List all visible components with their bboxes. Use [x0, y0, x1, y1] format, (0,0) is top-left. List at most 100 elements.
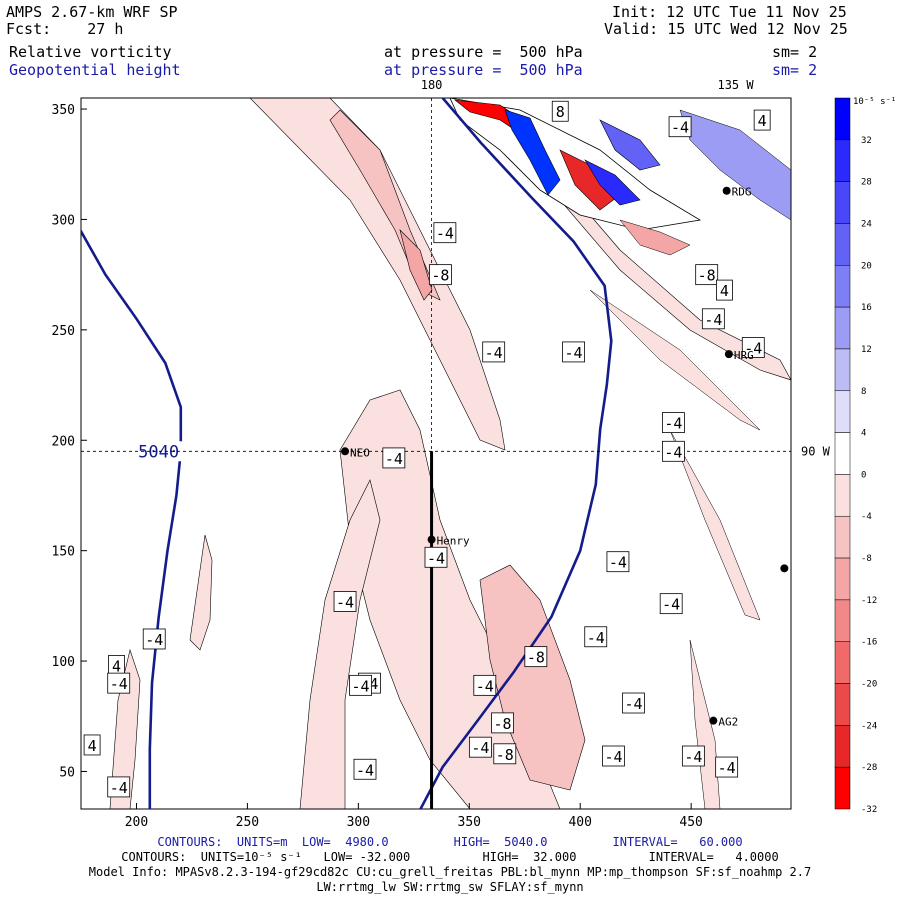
- contour-label-box: [429, 264, 452, 286]
- colorbar-tick-label: 28: [861, 178, 872, 188]
- contour-label-box: [602, 745, 625, 767]
- x-tick-label: 200: [125, 815, 148, 830]
- contour-label: -4: [356, 761, 374, 779]
- y-tick-label: 350: [52, 103, 75, 118]
- colorbar-tick-label: -24: [861, 721, 877, 731]
- contour-label: -4: [704, 311, 722, 329]
- level-vorticity: at pressure = 500 hPa: [384, 43, 583, 61]
- contour-label: -4: [565, 344, 583, 362]
- contour-label: -4: [664, 443, 682, 461]
- contour-label-box: [741, 337, 765, 358]
- footer-height-contours: CONTOURS: UNITS=m LOW= 4980.0 HIGH= 5040…: [157, 835, 743, 849]
- colorbar-tick-label: -32: [861, 805, 877, 815]
- colorbar-tick-label: 4: [861, 429, 866, 439]
- contour-label-box: [715, 756, 739, 778]
- colorbar-tick-label: 12: [861, 345, 872, 355]
- smoothing-vorticity: sm= 2: [772, 43, 818, 61]
- contour-label: -4: [476, 677, 494, 695]
- contour-label: -4: [485, 344, 503, 362]
- contour-label: -4: [110, 779, 128, 797]
- contour-label: -4: [744, 340, 762, 358]
- contour-label-box: [353, 758, 377, 780]
- contour-label-box: [382, 447, 406, 469]
- colorbar: 10⁻⁵ s⁻¹ 32 28 24 20 16 12 8 4 0 -4 -8 -12 -16 -20 -24 -…: [834, 97, 896, 815]
- y-tick-label: 150: [52, 545, 75, 560]
- contour-label-box: [349, 674, 372, 696]
- contour-label: 4: [720, 282, 729, 300]
- y-tick-label: 250: [52, 324, 75, 339]
- field-geopotential: Geopotential height: [9, 61, 181, 79]
- colorbar-swatch: [834, 432, 851, 475]
- contour-label: -4: [427, 549, 445, 567]
- contour-label: -4: [352, 677, 370, 695]
- contour-label-box: [491, 712, 514, 734]
- colorbar-swatch: [834, 766, 851, 810]
- colorbar-swatch: [834, 223, 851, 266]
- vorticity-shading: [109, 98, 791, 809]
- station-dot: [341, 447, 350, 456]
- contour-label: -8: [494, 715, 512, 733]
- longitude-label: 180: [421, 78, 443, 92]
- height-contour-line: [419, 98, 613, 809]
- contour-label: -4: [145, 631, 163, 649]
- colorbar-swatch: [834, 348, 851, 392]
- height-contour-line: [81, 228, 183, 809]
- contour-label-box: [716, 279, 733, 301]
- station-label: Henry: [437, 535, 470, 548]
- height-contour-label-bg: [132, 441, 185, 462]
- contour-label: -4: [436, 225, 454, 243]
- contour-label-box: [662, 412, 685, 433]
- contour-label-box: [668, 116, 692, 138]
- init-time: Init: 12 UTC Tue 11 Nov 25: [612, 3, 847, 21]
- contour-label-box: [83, 734, 101, 756]
- y-tick-label: 200: [52, 434, 75, 449]
- footer-vorticity-contours: CONTOURS: UNITS=10⁻⁵ s⁻¹ LOW= -32.000 HI…: [121, 850, 779, 864]
- station-label: HRG: [734, 349, 754, 362]
- level-geopotential: at pressure = 500 hPa: [384, 61, 583, 79]
- field-vorticity: Relative vorticity: [9, 43, 172, 61]
- contour-label: -4: [671, 119, 689, 137]
- contour-label-box: [433, 222, 457, 244]
- contour-label: -8: [496, 746, 514, 764]
- x-tick-label: 400: [568, 815, 591, 830]
- colorbar-swatch: [834, 725, 851, 768]
- contour-label: 8: [556, 103, 565, 121]
- contour-label-box: [695, 264, 719, 286]
- contour-label: -4: [664, 415, 682, 433]
- contour-label: -4: [471, 739, 489, 757]
- height-contour-label: 5040: [138, 442, 179, 462]
- mountain-vorticity-cluster: [449, 98, 791, 256]
- contour-label: -4: [604, 748, 622, 766]
- colorbar-tick-label: -4: [861, 512, 872, 522]
- x-tick-label: 300: [347, 815, 370, 830]
- colorbar-swatch: [834, 390, 851, 433]
- contour-label-box: [753, 109, 771, 131]
- contour-label-box: [524, 646, 548, 668]
- contour-label: -4: [587, 629, 605, 647]
- colorbar-tick-label: 20: [861, 261, 872, 271]
- forecast-hour: Fcst: 27 h: [6, 20, 124, 38]
- contour-label: -4: [684, 748, 702, 766]
- model-title: AMPS 2.67-km WRF SP: [6, 3, 178, 21]
- colorbar-tick-label: 16: [861, 303, 872, 313]
- contour-label: -4: [662, 596, 680, 614]
- colorbar-tick-label: -16: [861, 638, 877, 648]
- contour-label: 4: [88, 737, 97, 755]
- colorbar-tick-label: 8: [861, 387, 866, 397]
- colorbar-swatch: [834, 474, 851, 517]
- y-tick-label: 100: [52, 655, 75, 670]
- smoothing-geopotential: sm= 2: [772, 61, 818, 79]
- colorbar-tick-label: -8: [861, 554, 872, 564]
- colorbar-swatch: [834, 139, 851, 182]
- colorbar-swatch: [834, 306, 851, 350]
- station-dot: [780, 564, 789, 573]
- colorbar-swatch: [834, 557, 851, 601]
- contour-label-box: [333, 591, 357, 612]
- x-tick-label: 350: [458, 815, 481, 830]
- contour-label: -4: [718, 759, 736, 777]
- contour-label-box: [493, 743, 517, 765]
- contour-label-box: [551, 100, 569, 122]
- contour-label-box: [659, 593, 683, 615]
- contour-label: -8: [698, 267, 716, 285]
